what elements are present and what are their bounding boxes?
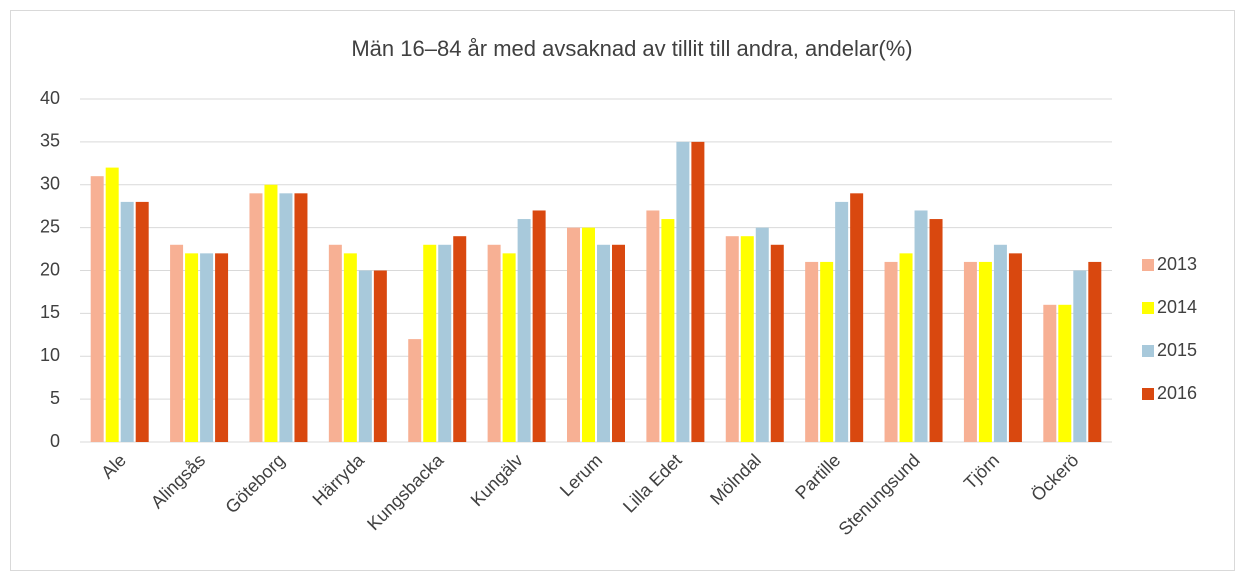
y-tick-label: 10 [40,345,60,365]
bar [487,244,501,442]
bar [328,244,342,442]
legend-label: 2014 [1157,297,1197,317]
chart-title: Män 16–84 år med avsaknad av tillit till… [351,36,912,61]
bar [805,261,819,442]
bar [597,244,610,442]
y-tick-label: 15 [40,302,60,322]
bar [993,244,1007,442]
bar [249,193,263,442]
bar [408,339,422,442]
bar [740,236,754,442]
bar [135,201,149,442]
bar [170,244,184,442]
bar [820,261,834,442]
legend-swatch [1142,345,1154,357]
bar [835,201,849,442]
bar [120,201,134,442]
bar [532,210,546,442]
bar [1043,304,1057,442]
legend-swatch [1142,259,1154,271]
bar [373,270,387,442]
y-tick-label: 25 [40,216,60,236]
bar [1058,304,1072,442]
bar [1073,270,1087,442]
bar [676,141,690,442]
bar [691,141,705,442]
bar [612,244,625,442]
bar [899,253,913,442]
y-tick-label: 5 [50,388,60,408]
bar [884,261,898,442]
bar [358,270,372,442]
bar [661,219,675,442]
y-tick-label: 30 [40,174,60,194]
bar [978,261,992,442]
legend-swatch [1142,302,1154,314]
bar [502,253,516,442]
bar [423,244,437,442]
bar [755,227,769,442]
bar [1008,253,1022,442]
bar [453,236,467,442]
bar [929,219,943,442]
bar [343,253,357,442]
y-tick-label: 35 [40,131,60,151]
y-tick-label: 0 [50,431,60,451]
bar [294,193,308,442]
bar [567,227,580,442]
legend-label: 2015 [1157,340,1197,360]
bar [90,176,104,443]
bar [725,236,739,442]
bar [582,227,595,442]
bar [770,244,784,442]
bar [279,193,293,442]
bar [185,253,199,442]
bar [215,253,229,442]
bar [264,184,278,442]
legend-label: 2013 [1157,254,1197,274]
legend-swatch [1142,388,1154,400]
bar [438,244,452,442]
bar [646,210,660,442]
bar [105,167,119,442]
bar [850,193,864,442]
y-tick-label: 40 [40,88,60,108]
bar [963,261,977,442]
bar [200,253,214,442]
bar [1088,261,1102,442]
legend-label: 2016 [1157,383,1197,403]
bar [517,219,531,442]
y-tick-label: 20 [40,259,60,279]
bar [914,210,928,442]
